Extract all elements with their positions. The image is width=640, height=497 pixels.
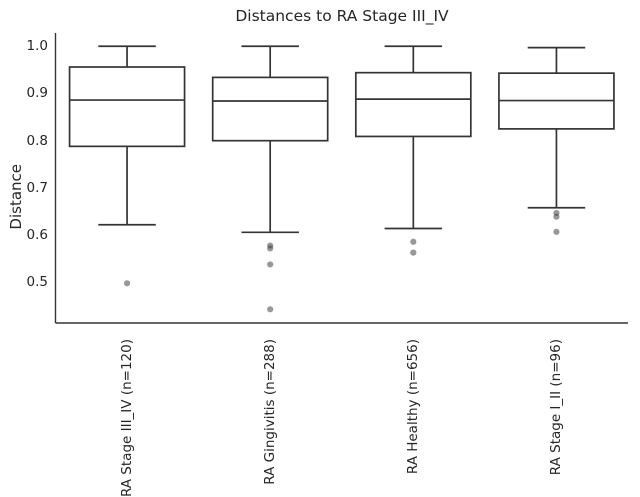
outlier-point	[553, 213, 560, 220]
boxplot-figure	[54, 33, 628, 324]
outlier-point	[553, 228, 560, 235]
x-category-label-text: RA Stage III_IV (n=120)	[118, 339, 135, 497]
x-category-label-text: RA Stage I_II (n=96)	[547, 339, 564, 476]
chart-title: Distances to RA Stage III_IV	[235, 7, 449, 25]
x-category-label: RA Stage I_II (n=96)	[548, 336, 565, 475]
outlier-point	[410, 238, 417, 245]
x-category-label: RA Stage III_IV (n=120)	[119, 336, 136, 497]
x-category-label-text: RA Gingivitis (n=288)	[261, 339, 278, 485]
y-tick-label: 0.8	[26, 132, 48, 149]
outlier-point	[267, 245, 274, 252]
iqr-box	[211, 76, 329, 142]
outlier-point	[123, 280, 131, 287]
x-category-label: RA Healthy (n=656)	[405, 336, 422, 474]
x-category-label: RA Gingivitis (n=288)	[262, 336, 279, 485]
y-tick-label: 0.9	[26, 85, 48, 102]
iqr-box	[68, 66, 186, 148]
x-category-label-text: RA Healthy (n=656)	[404, 339, 421, 475]
outlier-point	[267, 306, 274, 313]
y-axis-label: Distance	[7, 163, 27, 230]
y-tick-label: 0.5	[26, 274, 48, 291]
y-tick-label: 0.6	[26, 227, 48, 244]
y-tick-label: 0.7	[26, 179, 48, 196]
outlier-point	[410, 249, 417, 256]
figure-canvas: Distances to RA Stage III_IV Distance 1.…	[7, 7, 628, 497]
iqr-box	[354, 71, 472, 138]
outlier-point	[267, 261, 274, 268]
y-tick-label: 1.0	[26, 38, 48, 55]
